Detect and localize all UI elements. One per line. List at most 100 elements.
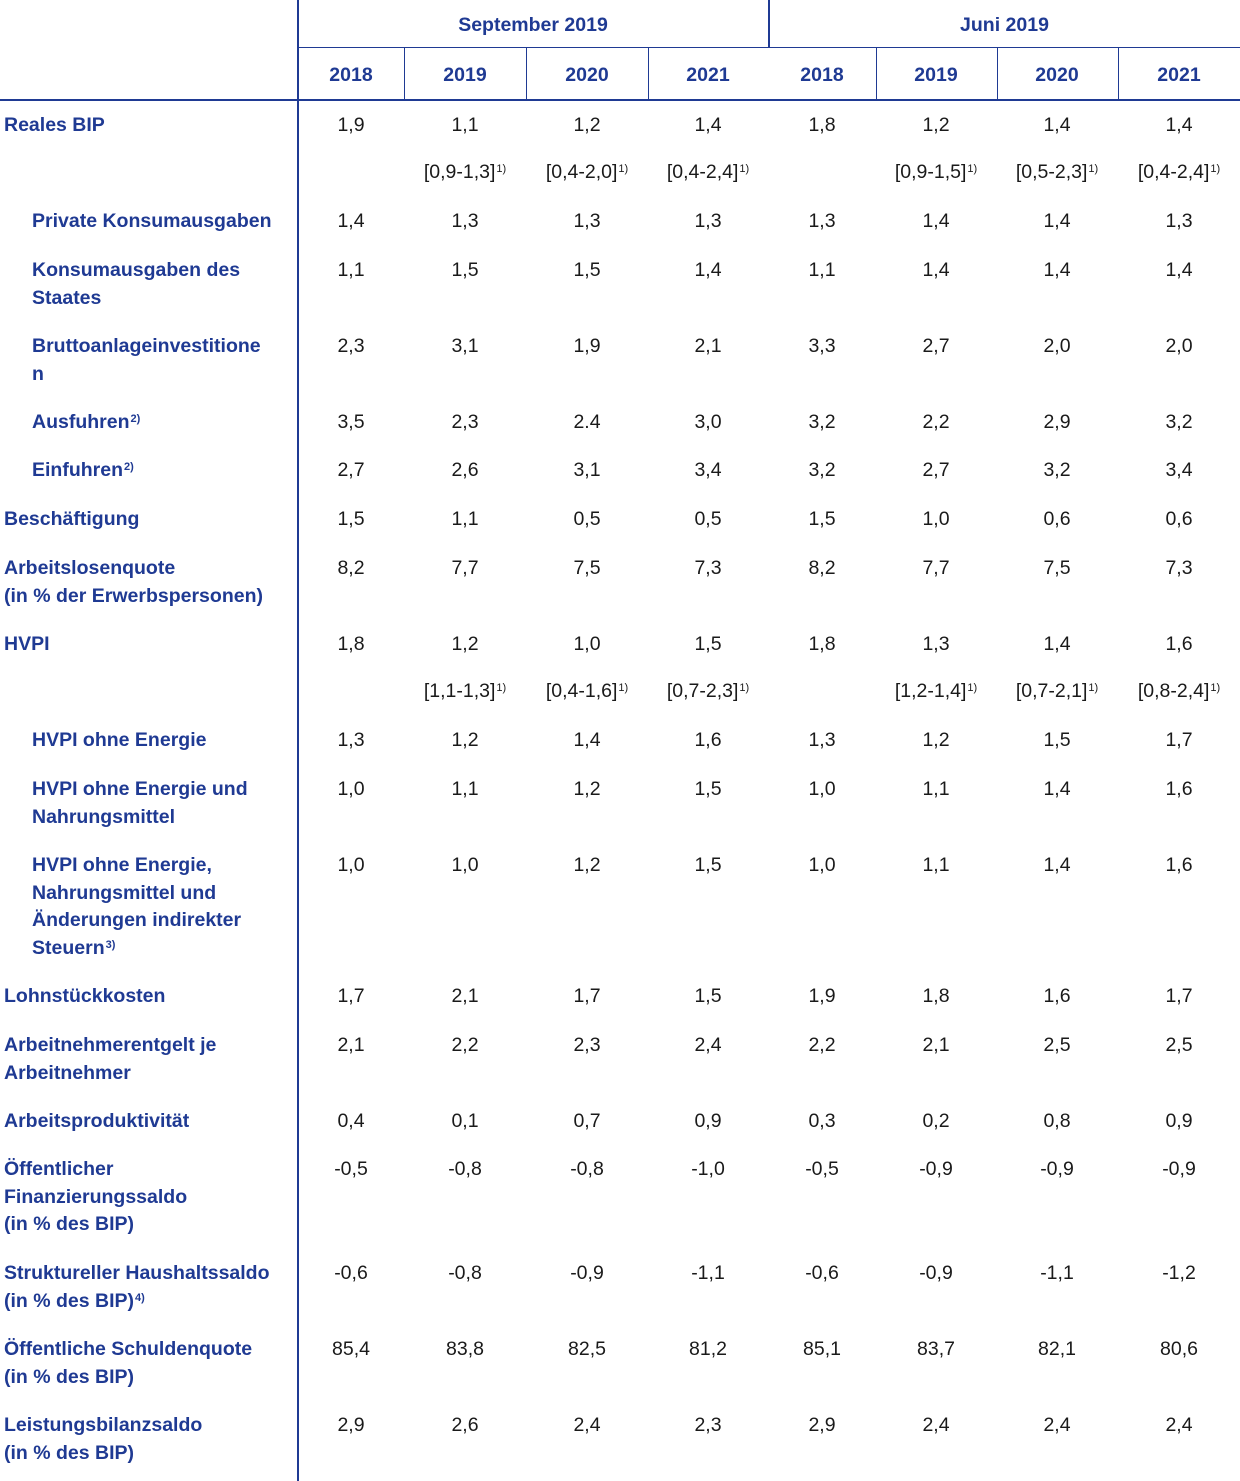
value-cell: 2,5 xyxy=(1043,1034,1071,1056)
value-cell: 1,6 xyxy=(1043,985,1071,1007)
row-label: HVPI ohne Energie xyxy=(32,727,206,755)
value-cell: 1,7 xyxy=(337,985,365,1007)
value-cell: 1,6 xyxy=(694,729,722,751)
value-cell: 2,6 xyxy=(451,1414,479,1436)
value-cell: 0,8 xyxy=(1043,1110,1071,1132)
value-cell: 1,8 xyxy=(808,633,836,655)
value-cell: 2.4 xyxy=(573,411,601,433)
value-cell: 0,5 xyxy=(694,508,722,530)
value-cell: 1,6 xyxy=(1165,633,1193,655)
row-label-line: Nahrungsmittel xyxy=(32,805,176,828)
row-label-line: HVPI ohne Energie, xyxy=(32,854,212,876)
row-label: Arbeitslosenquote (in % der Erwerbsperson… xyxy=(4,555,263,610)
value-cell: 1,6 xyxy=(1165,778,1193,800)
value-cell: 3,2 xyxy=(1043,459,1071,481)
value-cell: 1,5 xyxy=(337,508,365,530)
row-label-line: Leistungsbilanzsaldo xyxy=(4,1414,203,1436)
value-cell: -1,1 xyxy=(1040,1262,1074,1284)
range-cell: [0,4-2,4]1) xyxy=(1137,161,1221,183)
value-cell: 1,2 xyxy=(922,114,950,136)
value-cell: 1,4 xyxy=(337,210,365,232)
value-cell: 3,2 xyxy=(1165,411,1193,433)
row-label-line: Arbeitsproduktivität xyxy=(4,1110,190,1132)
value-cell: 0,7 xyxy=(573,1110,601,1132)
value-cell: 2,1 xyxy=(451,985,479,1007)
value-cell: 1,6 xyxy=(1165,854,1193,876)
value-cell: 1,0 xyxy=(573,633,601,655)
value-cell: -0,8 xyxy=(448,1262,482,1284)
row-label-line: Lohnstückkosten xyxy=(4,985,166,1007)
row-label-line: (in % des BIP) xyxy=(4,1289,135,1312)
value-cell: 8,2 xyxy=(337,557,365,579)
row-label-line: Bruttoanlageinvestitione xyxy=(32,335,261,357)
value-cell: 85,1 xyxy=(803,1338,841,1360)
row-label-line: Ausfuhren xyxy=(32,411,130,433)
value-cell: 8,2 xyxy=(808,557,836,579)
value-cell: 1,2 xyxy=(573,778,601,800)
value-cell: 2,4 xyxy=(1043,1414,1071,1436)
range-cell: [0,4-1,6]1) xyxy=(545,680,629,702)
range-cell: [1,1-1,3]1) xyxy=(423,680,507,702)
value-cell: -0,9 xyxy=(919,1262,953,1284)
value-cell: 1,0 xyxy=(337,854,365,876)
value-cell: 1,4 xyxy=(1165,114,1193,136)
value-cell: 2,0 xyxy=(1043,335,1071,357)
value-cell: -1,0 xyxy=(691,1158,725,1180)
value-cell: 3,2 xyxy=(808,411,836,433)
value-cell: 1,4 xyxy=(694,259,722,281)
range-cell: [1,2-1,4]1) xyxy=(894,680,978,702)
value-cell: -0,6 xyxy=(805,1262,839,1284)
footnote-marker: 1) xyxy=(1088,163,1099,175)
row-label: Öffentlicher Finanzierungssaldo (in % des … xyxy=(4,1156,187,1239)
footnote-marker: 1) xyxy=(618,163,629,175)
value-cell: 2,1 xyxy=(337,1034,365,1056)
row-label: HVPI xyxy=(4,631,50,659)
value-cell: 1,1 xyxy=(922,854,950,876)
value-cell: 1,1 xyxy=(451,508,479,530)
range-cell: [0,4-2,4]1) xyxy=(666,161,750,183)
value-cell: 7,5 xyxy=(1043,557,1071,579)
value-cell: 3,0 xyxy=(694,411,722,433)
group-header-juni-2019: Juni 2019 xyxy=(960,14,1049,36)
value-cell: 1,5 xyxy=(573,259,601,281)
value-cell: 1,5 xyxy=(694,633,722,655)
value-cell: 0,5 xyxy=(573,508,601,530)
year-header: 2020 xyxy=(565,64,609,86)
value-cell: 3,1 xyxy=(451,335,479,357)
value-cell: 2,4 xyxy=(1165,1414,1193,1436)
row-label-line: Änderungen indirekter xyxy=(32,909,242,931)
value-cell: 2,4 xyxy=(694,1034,722,1056)
value-cell: 7,5 xyxy=(573,557,601,579)
value-cell: 1,5 xyxy=(694,854,722,876)
footnote-marker: 1) xyxy=(967,682,978,694)
value-cell: -0,9 xyxy=(1162,1158,1196,1180)
row-label-line: Reales BIP xyxy=(4,114,105,136)
value-cell: 1,4 xyxy=(1043,633,1071,655)
value-cell: 1,4 xyxy=(1043,854,1071,876)
range-cell: [0,8-2,4]1) xyxy=(1137,680,1221,702)
value-cell: 1,3 xyxy=(808,729,836,751)
value-cell: 2,5 xyxy=(1165,1034,1193,1056)
year-column-divider xyxy=(648,48,649,100)
year-header: 2018 xyxy=(329,64,373,86)
value-cell: 2,3 xyxy=(337,335,365,357)
value-cell: 1,1 xyxy=(808,259,836,281)
value-cell: 1,5 xyxy=(694,778,722,800)
row-label-line: Struktureller Haushaltssaldo xyxy=(4,1262,270,1284)
value-cell: 1,8 xyxy=(808,114,836,136)
value-cell: -0,5 xyxy=(805,1158,839,1180)
value-cell: 3,5 xyxy=(337,411,365,433)
row-label-line: (in % des BIP) xyxy=(4,1441,135,1464)
year-header: 2020 xyxy=(1035,64,1079,86)
value-cell: -0,8 xyxy=(448,1158,482,1180)
footnote-marker: 1) xyxy=(739,163,750,175)
value-cell: 83,8 xyxy=(446,1338,484,1360)
value-cell: 1,5 xyxy=(451,259,479,281)
value-cell: 1,0 xyxy=(808,778,836,800)
row-label: Öffentliche Schuldenquote (in % des BIP) xyxy=(4,1336,252,1391)
value-cell: 2,9 xyxy=(808,1414,836,1436)
value-cell: 1,4 xyxy=(922,259,950,281)
value-cell: 1,9 xyxy=(573,335,601,357)
row-label: Beschäftigung xyxy=(4,506,139,534)
footnote-marker: 4) xyxy=(135,1291,145,1304)
